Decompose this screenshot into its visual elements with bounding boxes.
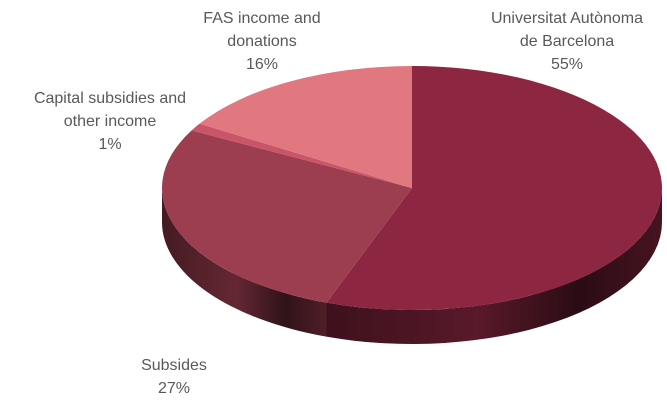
pie-value-label: 55% (551, 56, 583, 73)
pie-label: FAS income and donations 16% (203, 10, 320, 73)
pie-slices (162, 66, 663, 310)
pie-category-label: donations (227, 33, 296, 50)
pie-slice (162, 130, 412, 303)
pie-slice (326, 66, 663, 310)
pie-value-label: 16% (246, 56, 278, 73)
pie-label: Universitat Autònoma de Barcelona 55% (491, 10, 643, 73)
pie-label: Subsides 27% (141, 357, 207, 397)
pie-category-label: Universitat Autònoma (491, 10, 643, 27)
pie-sides (162, 188, 662, 344)
pie-category-label: Subsides (141, 357, 207, 374)
pie-slice (199, 66, 412, 188)
pie-value-label: 1% (98, 136, 121, 153)
pie-category-label: de Barcelona (520, 33, 614, 50)
pie-slice (191, 123, 412, 188)
pie-label: Capital subsidies and other income 1% (34, 90, 186, 153)
pie-category-label: FAS income and (203, 10, 320, 27)
pie-slice-side-shade (162, 188, 327, 337)
pie-value-label: 27% (158, 380, 190, 397)
pie-category-label: Capital subsidies and (34, 90, 186, 107)
pie-labels: Universitat Autònoma de Barcelona 55% Subsi… (34, 10, 643, 397)
pie-category-label: other income (64, 113, 157, 130)
pie-slice-side-shade (326, 188, 662, 344)
